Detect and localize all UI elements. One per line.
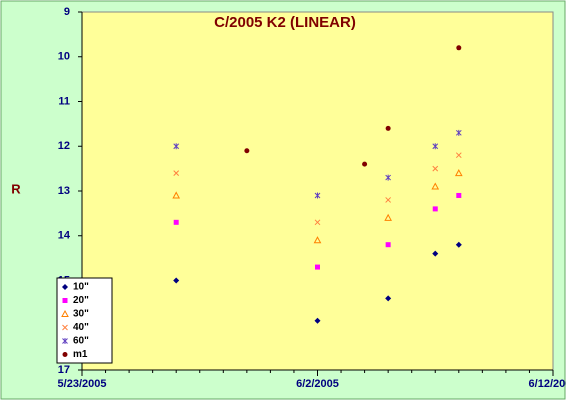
y-tick-label: 11 [58, 95, 70, 107]
marker [62, 284, 68, 290]
marker [385, 197, 392, 203]
legend-label: 20" [73, 295, 89, 306]
marker [314, 317, 321, 324]
marker [62, 324, 68, 331]
marker [314, 192, 321, 199]
marker [61, 309, 69, 317]
marker [456, 45, 462, 51]
marker [362, 161, 368, 167]
marker [62, 338, 68, 344]
marker [172, 191, 181, 199]
marker [314, 219, 321, 226]
marker [432, 206, 438, 212]
marker [173, 170, 180, 176]
marker [455, 152, 462, 159]
legend-label: 40" [73, 322, 89, 333]
legend-label: m1 [73, 349, 88, 360]
marker [455, 241, 462, 248]
marker [385, 295, 392, 302]
x-tick-label: 6/2/2005 [296, 378, 339, 390]
marker [315, 264, 320, 270]
y-axis-title: R [11, 181, 21, 196]
marker [173, 277, 180, 284]
plot-area [81, 11, 554, 371]
legend-label: 10" [73, 282, 89, 293]
y-tick-label: 14 [58, 230, 71, 242]
y-tick-label: 13 [58, 185, 70, 197]
marker [454, 169, 463, 177]
y-tick-label: 9 [64, 6, 70, 18]
marker [432, 165, 439, 172]
marker [62, 298, 68, 303]
marker [173, 143, 180, 150]
marker [384, 213, 392, 221]
marker [244, 148, 250, 154]
x-tick-label: 6/12/2005 [529, 378, 566, 390]
marker [455, 129, 462, 136]
legend-label: 60" [73, 336, 89, 347]
marker [62, 352, 68, 357]
y-tick-label: 12 [58, 140, 70, 152]
marker [385, 242, 391, 248]
marker [431, 182, 440, 190]
legend-label: 30" [73, 309, 89, 320]
marker [385, 174, 392, 181]
marker [432, 250, 439, 257]
marker [313, 236, 322, 244]
chart-title: C/2005 K2 (LINEAR) [214, 14, 356, 31]
y-tick-label: 10 [58, 51, 70, 63]
marker [456, 192, 462, 198]
legend-box [56, 277, 113, 364]
x-tick-label: 5/23/2005 [58, 378, 107, 390]
marker [173, 219, 179, 225]
marker [385, 125, 391, 131]
y-tick-label: 17 [58, 364, 70, 376]
marker [432, 143, 439, 150]
